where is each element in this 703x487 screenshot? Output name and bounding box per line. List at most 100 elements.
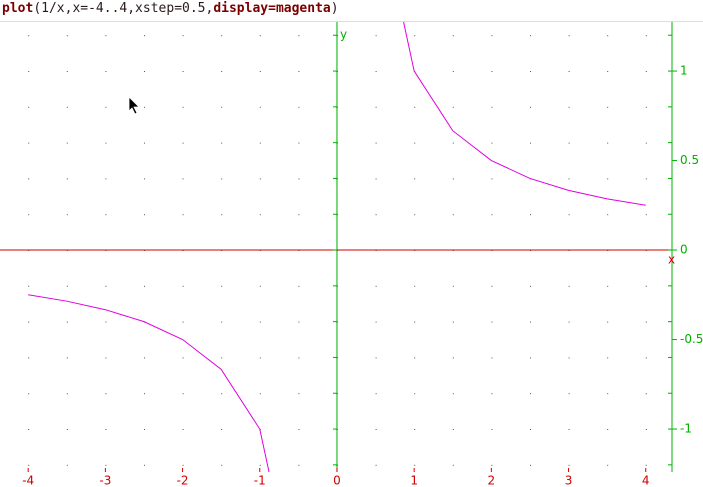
grid-dot [182, 429, 184, 430]
grid-dot [105, 35, 107, 37]
grid-dot [259, 142, 261, 144]
grid-dot [66, 178, 68, 180]
grid-dot [144, 214, 145, 216]
grid-dot [607, 393, 609, 395]
command-args: (1/x,x=-4..4,xstep=0.5, [33, 1, 214, 16]
grid-dot [259, 464, 261, 466]
grid-dot [221, 393, 223, 395]
grid-dot [530, 35, 531, 37]
grid-dot [452, 357, 454, 359]
grid-dot [66, 285, 68, 287]
grid-dot [144, 429, 145, 430]
x-tick-label: -4 [22, 474, 34, 487]
grid-dot [491, 214, 493, 216]
x-tick-label: -2 [177, 474, 189, 487]
grid-dot [452, 71, 454, 72]
x-tick-label: -3 [99, 474, 111, 487]
grid-dot [645, 106, 647, 108]
grid-dot [182, 71, 184, 72]
grid-dot [66, 106, 68, 108]
grid-dot [298, 429, 300, 430]
grid-dot [66, 357, 68, 359]
grid-dot [221, 357, 223, 359]
y-tick-label: -1 [680, 422, 692, 436]
grid-dot [491, 142, 493, 144]
grid-dot [452, 285, 454, 287]
grid-dot [491, 285, 493, 287]
grid-dot [28, 178, 30, 180]
y-tick-label: 0 [680, 243, 688, 257]
grid-dot [66, 71, 68, 72]
grid-dot [375, 214, 377, 216]
grid-dot [568, 429, 570, 430]
command-option: display=magenta [213, 1, 331, 16]
grid-dot [414, 464, 416, 466]
grid-dot [144, 357, 145, 359]
grid-dot [298, 285, 300, 287]
grid-dot [66, 464, 68, 466]
grid-dot [414, 285, 416, 287]
grid-dot [105, 357, 107, 359]
grid-dot [530, 393, 531, 395]
grid-dot [28, 142, 30, 144]
grid-dot [375, 357, 377, 359]
grid-dot [375, 464, 377, 466]
grid-dot [645, 35, 647, 37]
grid-dot [375, 285, 377, 287]
grid-dot [491, 321, 493, 323]
grid-dot [182, 321, 184, 323]
grid-dot [568, 357, 570, 359]
grid-dot [530, 142, 531, 144]
grid-dot [607, 35, 609, 37]
grid-dot [414, 178, 416, 180]
grid-dot [491, 464, 493, 466]
grid-dot [645, 321, 647, 323]
grid-dot [414, 142, 416, 144]
grid-dot [491, 429, 493, 430]
grid-dot [607, 429, 609, 430]
grid-dot [298, 178, 300, 180]
grid-dot [568, 178, 570, 180]
grid-dot [375, 321, 377, 323]
grid-dot [491, 35, 493, 37]
grid-dot [28, 393, 30, 395]
grid-dot [530, 106, 531, 108]
grid-dot [491, 106, 493, 108]
grid-dot [28, 71, 30, 72]
grid-dot [28, 357, 30, 359]
grid-dot [105, 393, 107, 395]
grid-dot [298, 321, 300, 323]
grid-dot [607, 321, 609, 323]
grid-dot [607, 357, 609, 359]
grid-dot [221, 214, 223, 216]
grid-dot [568, 142, 570, 144]
grid-dot [568, 214, 570, 216]
grid-dot [105, 214, 107, 216]
grid-dot [182, 106, 184, 108]
grid-dot [221, 71, 223, 72]
grid-dot [182, 178, 184, 180]
grid-dot [298, 357, 300, 359]
grid-dot [105, 142, 107, 144]
grid-dot [568, 321, 570, 323]
grid-dot [337, 429, 338, 430]
grid-dot [645, 142, 647, 144]
x-tick-label: 4 [642, 474, 650, 487]
grid-dot [491, 71, 493, 72]
grid-dot [375, 71, 377, 72]
grid-dot [182, 393, 184, 395]
grid-dot [337, 464, 338, 466]
grid-dot [452, 142, 454, 144]
command-line[interactable]: plot(1/x,x=-4..4,xstep=0.5,display=magen… [2, 0, 339, 21]
separator [0, 21, 703, 22]
grid-dot [375, 429, 377, 430]
grid-dot [491, 357, 493, 359]
grid-dot [259, 357, 261, 359]
grid-dot [144, 464, 145, 466]
grid-dot [298, 393, 300, 395]
grid-dot [645, 285, 647, 287]
grid-dot [105, 178, 107, 180]
grid-dot [28, 464, 30, 466]
grid-dot [568, 285, 570, 287]
grid-dot [28, 285, 30, 287]
